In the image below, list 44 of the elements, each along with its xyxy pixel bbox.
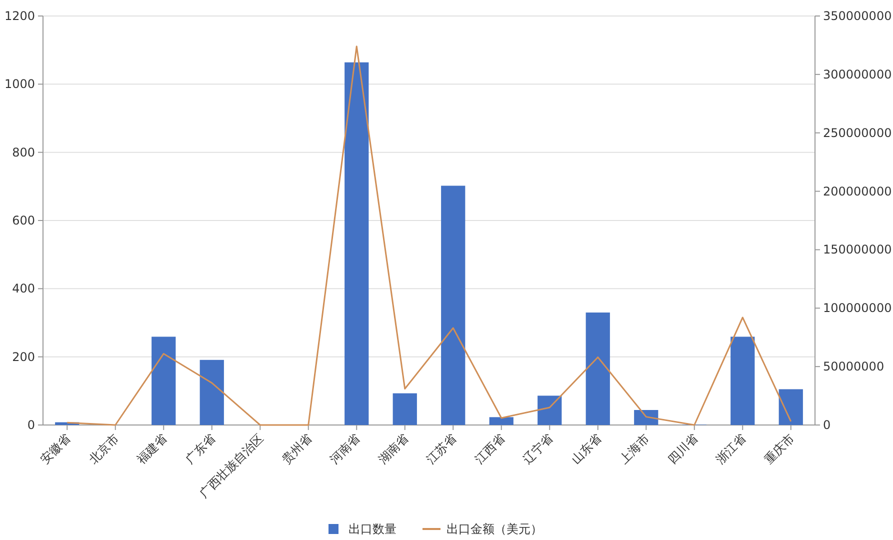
- x-tick-label: 重庆市: [762, 431, 797, 467]
- bar: [200, 360, 224, 425]
- x-tick-label: 辽宁省: [520, 431, 556, 467]
- x-tick-label: 湖南省: [376, 431, 411, 467]
- y2-tick-label: 100000000: [823, 301, 892, 316]
- legend-label: 出口金额（美元）: [446, 522, 542, 536]
- y2-tick-label: 200000000: [823, 184, 892, 198]
- bar: [778, 389, 803, 425]
- bar: [441, 186, 466, 425]
- y-tick-label: 0: [27, 418, 35, 432]
- y-tick-label: 200: [12, 350, 35, 364]
- x-tick-label: 江西省: [472, 431, 508, 467]
- y2-tick-label: 350000000: [823, 9, 892, 23]
- x-tick-label: 山东省: [568, 431, 604, 467]
- x-tick-label: 浙江省: [713, 431, 749, 467]
- y-tick-label: 800: [12, 145, 35, 160]
- bar: [586, 312, 610, 425]
- bar: [152, 336, 176, 425]
- x-tick-label: 广东省: [182, 431, 218, 467]
- bar: [344, 62, 369, 425]
- y-tick-label: 400: [12, 282, 35, 296]
- bar: [392, 393, 417, 425]
- x-tick-label: 福建省: [134, 431, 170, 467]
- legend-label: 出口数量: [348, 522, 396, 536]
- x-tick-label: 河南省: [327, 431, 363, 467]
- x-tick-label: 江苏省: [424, 431, 460, 467]
- bar: [634, 410, 658, 425]
- bar: [538, 396, 562, 425]
- x-tick-label: 上海市: [616, 431, 652, 467]
- bar: [730, 336, 755, 425]
- x-tick-label: 安徽省: [38, 431, 74, 467]
- x-tick-label: 北京市: [86, 431, 122, 467]
- y2-tick-label: 0: [823, 418, 831, 432]
- y2-tick-label: 250000000: [823, 126, 892, 140]
- y-tick-label: 600: [12, 214, 35, 228]
- line-series: [66, 46, 792, 426]
- y2-tick-label: 150000000: [823, 242, 892, 257]
- y-tick-label: 1000: [4, 77, 35, 92]
- bar: [489, 417, 514, 425]
- x-tick-label: 四川省: [665, 431, 700, 467]
- y2-tick-label: 50000000: [823, 360, 884, 374]
- y2-tick-label: 300000000: [823, 67, 892, 82]
- x-tick-label: 贵州省: [279, 431, 314, 467]
- y-tick-label: 1200: [4, 9, 35, 23]
